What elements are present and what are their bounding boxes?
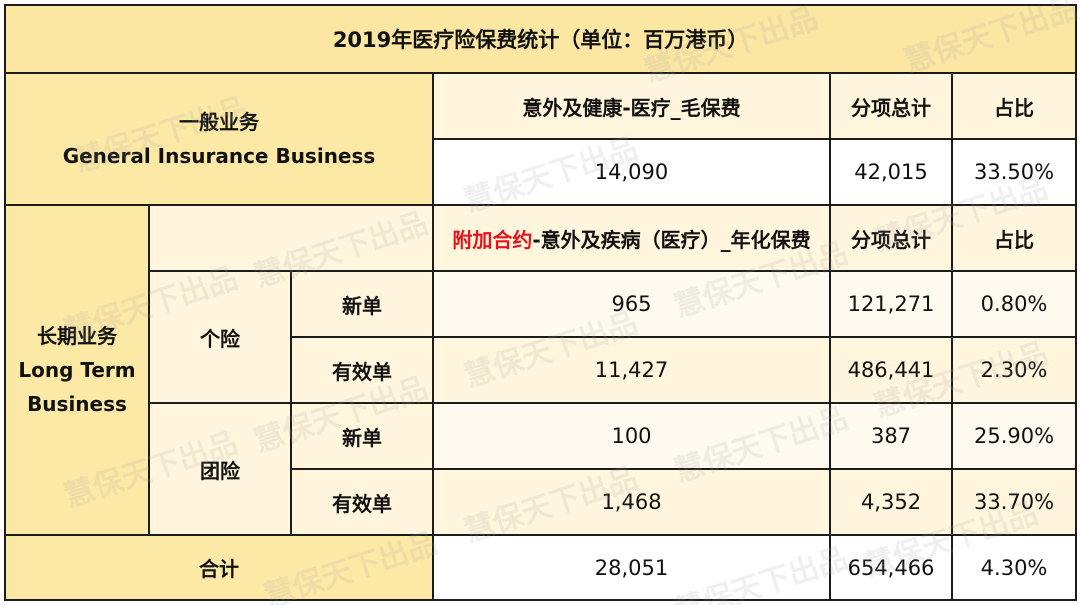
general-value-row: 14,090 42,015 33.50%	[5, 138, 1078, 206]
summary-row: 合计 28,051 654,466 4.30%	[4, 534, 1078, 601]
row-type-label: 有效单	[290, 468, 434, 536]
general-total-header: 分项总计	[829, 72, 953, 140]
rider-label: 附加合约	[452, 227, 533, 252]
row-ratio: 33.70%	[950, 468, 1078, 536]
general-label-en: General Insurance Business	[62, 144, 376, 168]
row-type-label: 有效单	[290, 336, 434, 404]
row-value: 100	[432, 402, 831, 470]
row-value: 1,468	[432, 468, 831, 536]
group-group-label: 团险	[148, 402, 292, 536]
row-type-label: 新单	[290, 402, 434, 470]
summary-ratio: 4.30%	[950, 534, 1078, 601]
general-header-row: 一般业务 General Insurance Business 意外及健康-医疗…	[4, 72, 1078, 206]
row-ratio: 0.80%	[950, 270, 1078, 338]
table-row: 有效单 11,427 486,441 2.30%	[5, 336, 1078, 404]
row-total: 387	[829, 402, 953, 470]
long-term-header-row: 长期业务 Long Term Business 附加合约-意外及疾病（医疗）_年…	[4, 204, 1078, 536]
row-total: 486,441	[829, 336, 953, 404]
general-item-header: 意外及健康-医疗_毛保费	[432, 72, 831, 140]
long-term-header-blank	[148, 204, 434, 272]
title-row: 2019年医疗险保费统计（单位：百万港币）	[3, 4, 1078, 74]
general-label-cn: 一般业务	[179, 110, 259, 134]
table-title: 2019年医疗险保费统计（单位：百万港币）	[3, 4, 1078, 74]
row-ratio: 2.30%	[950, 336, 1078, 404]
general-label-cell: 一般业务 General Insurance Business	[4, 72, 434, 206]
long-term-total-header: 分项总计	[829, 204, 953, 272]
row-total: 4,352	[829, 468, 953, 536]
general-ratio-header: 占比	[950, 72, 1078, 140]
general-value: 14,090	[432, 138, 831, 206]
summary-label: 合计	[4, 534, 434, 601]
long-term-item-header: 附加合约-意外及疾病（医疗）_年化保费	[432, 204, 831, 272]
summary-total: 654,466	[829, 534, 953, 601]
summary-value: 28,051	[432, 534, 831, 601]
premium-table: 2019年医疗险保费统计（单位：百万港币） 一般业务 General Insur…	[3, 4, 1078, 601]
table-row: 有效单 1,468 4,352 33.70%	[5, 468, 1078, 536]
row-ratio: 25.90%	[950, 402, 1078, 470]
long-term-label-cn: 长期业务	[37, 324, 117, 348]
table-row: 团险 新单 100 387 25.90%	[5, 402, 1078, 536]
row-total: 121,271	[829, 270, 953, 338]
row-value: 965	[432, 270, 831, 338]
general-total: 42,015	[829, 138, 953, 206]
long-term-label-cell: 长期业务 Long Term Business	[4, 204, 150, 536]
table-row: 个险 新单 965 121,271 0.80%	[5, 270, 1078, 404]
group-individual-label: 个险	[148, 270, 292, 404]
general-ratio: 33.50%	[950, 138, 1078, 206]
row-value: 11,427	[432, 336, 831, 404]
long-term-label-en-2: Business	[27, 392, 127, 416]
long-term-item-header-text: -意外及疾病（医疗）_年化保费	[532, 227, 811, 252]
long-term-ratio-header: 占比	[950, 204, 1078, 272]
long-term-label-en-1: Long Term	[18, 358, 136, 382]
row-type-label: 新单	[290, 270, 434, 338]
